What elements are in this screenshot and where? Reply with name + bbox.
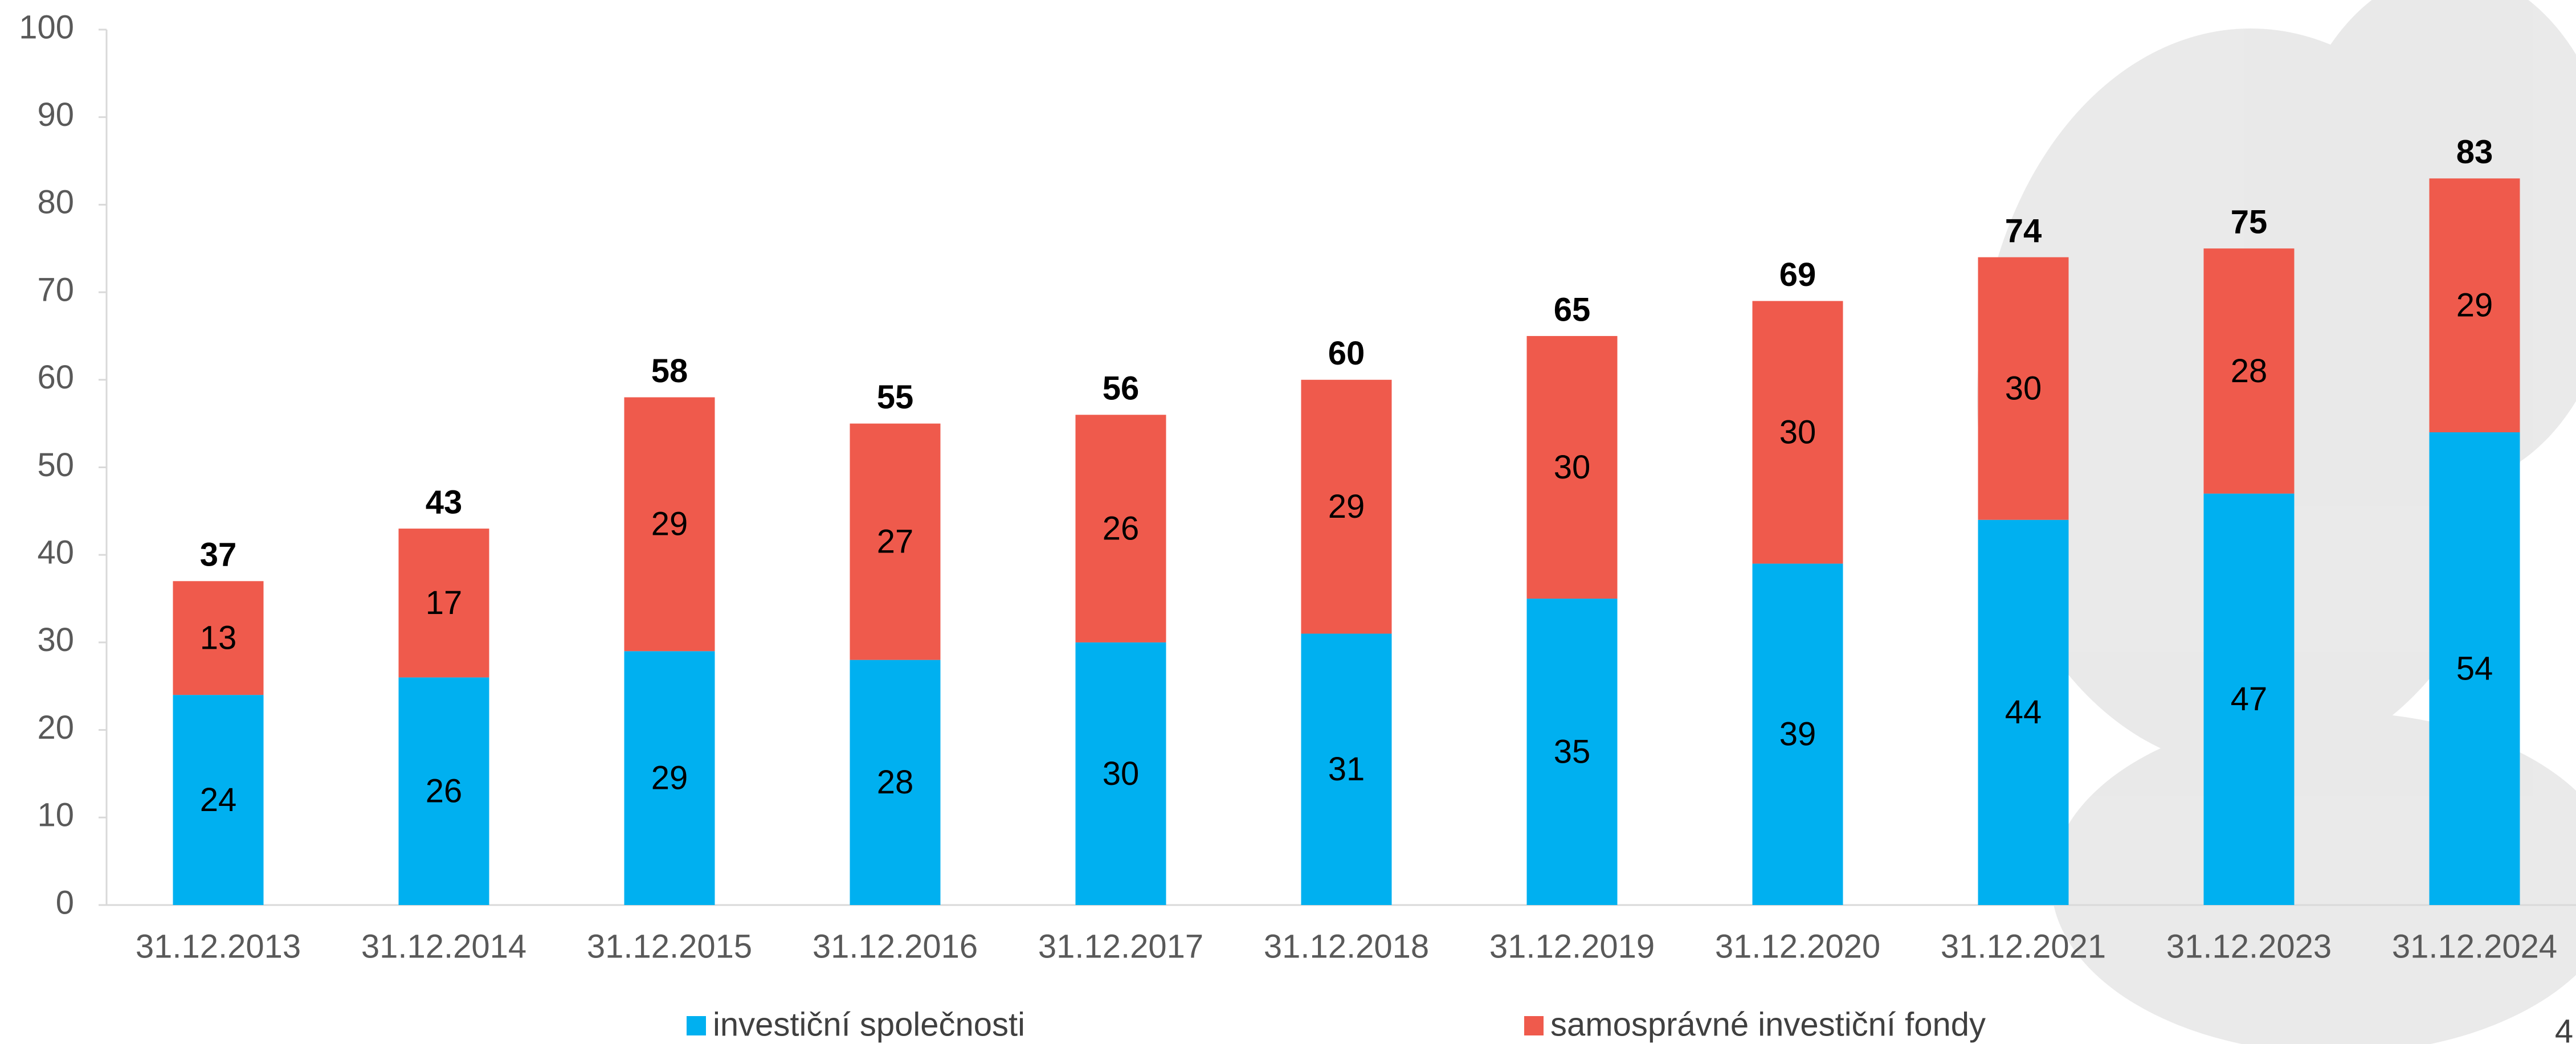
total-label: 43	[426, 484, 463, 521]
legend-label: samosprávné investiční fondy	[1550, 1006, 1986, 1043]
data-label: 28	[877, 764, 914, 801]
data-label: 26	[1103, 510, 1140, 547]
data-label: 17	[426, 584, 463, 621]
bar-segment	[173, 581, 264, 695]
data-label: 13	[200, 620, 237, 657]
total-label: 60	[1328, 335, 1365, 372]
bar-segment	[2203, 493, 2295, 905]
bar-segment	[398, 677, 489, 905]
bar-segment	[850, 660, 941, 905]
y-tick-label: 60	[37, 359, 74, 396]
data-label: 30	[1103, 755, 1140, 792]
y-tick-label: 50	[37, 447, 74, 484]
bar-segment	[1301, 633, 1392, 905]
x-tick-label: 31.12.2021	[1941, 928, 2106, 965]
data-label: 54	[2456, 650, 2493, 687]
total-label: 74	[2005, 212, 2042, 249]
legend-swatch	[687, 1016, 706, 1035]
y-tick-label: 30	[37, 621, 74, 658]
bar-segment	[1752, 563, 1843, 905]
x-tick-label: 31.12.2024	[2392, 928, 2557, 965]
legend-swatch	[1524, 1016, 1544, 1035]
data-label: 28	[2231, 353, 2268, 390]
y-tick-label: 100	[19, 9, 74, 46]
bar-segment	[2203, 248, 2295, 494]
bar-segment	[173, 695, 264, 905]
total-label: 69	[1779, 256, 1816, 293]
y-tick-label: 20	[37, 709, 74, 746]
x-tick-label: 31.12.2018	[1264, 928, 1429, 965]
total-label: 58	[651, 353, 688, 390]
x-tick-label: 31.12.2017	[1038, 928, 1203, 965]
x-tick-label: 31.12.2020	[1715, 928, 1880, 965]
x-tick-label: 31.12.2019	[1489, 928, 1655, 965]
bar-segment	[624, 397, 715, 652]
y-tick-label: 40	[37, 534, 74, 571]
data-label: 29	[651, 759, 688, 796]
x-tick-label: 31.12.2015	[587, 928, 752, 965]
bar-segment	[850, 423, 941, 660]
data-label: 30	[2005, 370, 2042, 407]
y-tick-label: 0	[56, 884, 74, 921]
bar-segment	[2429, 178, 2520, 433]
x-tick-label: 31.12.2013	[136, 928, 301, 965]
total-label: 56	[1103, 370, 1140, 407]
bar-segment	[624, 651, 715, 905]
bar-segment	[1752, 301, 1843, 564]
x-tick-label: 31.12.2023	[2166, 928, 2332, 965]
y-tick-label: 70	[37, 271, 74, 308]
bar-segment	[398, 529, 489, 678]
total-label: 65	[1554, 291, 1591, 328]
y-tick-label: 10	[37, 797, 74, 834]
data-label: 44	[2005, 694, 2042, 731]
page-number: 4	[2555, 1013, 2573, 1044]
data-label: 30	[1554, 449, 1591, 486]
total-label: 75	[2231, 204, 2268, 241]
bar-segment	[1526, 599, 1618, 905]
bar-segment	[1075, 415, 1166, 642]
x-tick-label: 31.12.2014	[361, 928, 526, 965]
y-tick-label: 80	[37, 184, 74, 221]
data-label: 30	[1779, 413, 1816, 451]
legend-label: investiční společnosti	[713, 1006, 1025, 1043]
total-label: 55	[877, 379, 914, 416]
data-label: 39	[1779, 716, 1816, 753]
total-label: 37	[200, 537, 237, 574]
data-label: 27	[877, 523, 914, 560]
bar-segment	[1978, 519, 2069, 905]
data-label: 29	[2456, 286, 2493, 324]
data-label: 35	[1554, 733, 1591, 770]
bar-segment	[1301, 379, 1392, 634]
bar-segment	[1075, 642, 1166, 905]
bar-segment	[2429, 432, 2520, 905]
data-label: 29	[1328, 488, 1365, 525]
data-label: 24	[200, 781, 237, 818]
data-label: 26	[426, 773, 463, 810]
y-tick-label: 90	[37, 96, 74, 133]
x-tick-label: 31.12.2016	[813, 928, 978, 965]
data-label: 29	[651, 506, 688, 543]
data-label: 47	[2231, 681, 2268, 718]
bar-segment	[1978, 257, 2069, 520]
total-label: 83	[2456, 134, 2493, 171]
data-label: 31	[1328, 751, 1365, 788]
bar-segment	[1526, 335, 1618, 599]
